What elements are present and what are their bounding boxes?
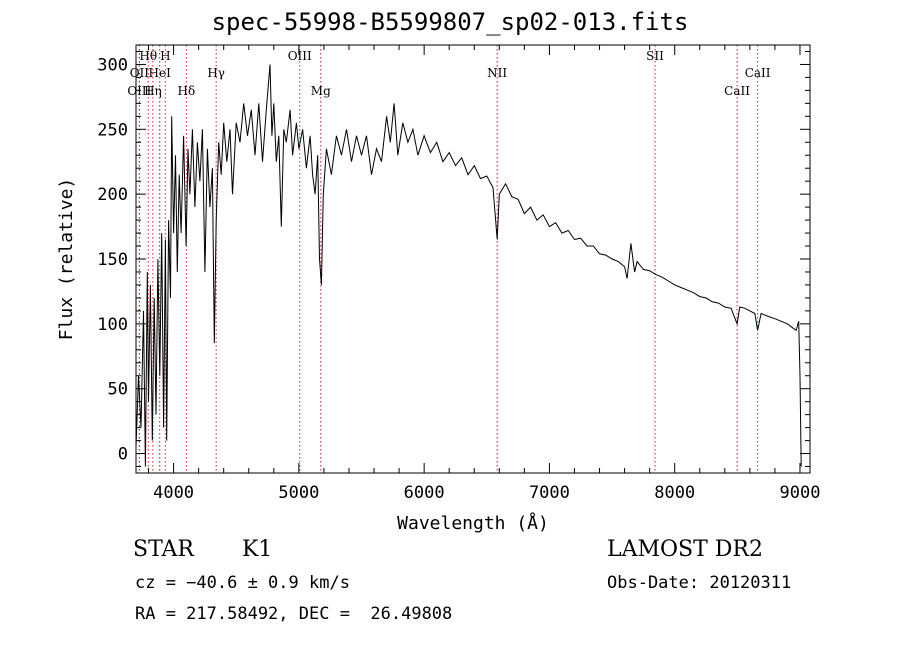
y-tick-label: 250 [97,120,128,140]
spectral-line-label: Hγ [207,66,225,80]
spectral-line-label: OII [130,66,150,80]
x-tick-label: 6000 [404,483,445,503]
object-subclass: K1 [242,537,273,562]
y-axis-label: Flux (relative) [56,178,77,341]
object-class: STAR [133,537,194,562]
spectral-line-markers [138,45,759,473]
plot-axes: 4000 5000 6000 7000 8000 9000 0 50 100 150 200 250 3… [56,44,821,534]
spectral-line-label: HeI [149,66,172,80]
spectrum-line [135,64,802,467]
observation-date: Obs-Date: 20120311 [607,573,792,593]
spectral-line-label: Hδ [178,84,196,98]
plot-frame [135,44,811,474]
spectral-line-label: OIII [127,84,151,98]
y-tick-label: 300 [97,55,128,75]
coordinates: RA = 217.58492, DEC = 26.49808 [135,604,453,624]
x-tick-label: 4000 [153,483,194,503]
x-tick-label: 5000 [278,483,319,503]
y-tick-label: 0 [118,445,128,465]
spectral-line-label: H [160,49,170,63]
survey-name: LAMOST DR2 [607,537,763,562]
spectrum-series [135,64,802,467]
spectral-line-label: CaII [724,84,750,98]
x-axis-label: Wavelength (Å) [397,512,549,534]
x-tick-label: 8000 [654,483,695,503]
y-tick-label: 150 [97,250,128,270]
spectral-line-label: OIII [288,49,312,63]
redshift-velocity: cz = −40.6 ± 0.9 km/s [135,573,350,593]
spectral-line-label: NII [487,66,507,80]
x-tick-label: 7000 [529,483,570,503]
y-tick-label: 50 [108,380,128,400]
y-tick-label: 100 [97,315,128,335]
chart-title: spec-55998-B5599807_sp02-013.fits [211,8,689,36]
spectral-line-label: Hθ [139,49,157,63]
spectral-line-label: Hη [144,84,162,98]
y-tick-label: 200 [97,185,128,205]
spectral-line-label: Mg [311,84,331,98]
x-tick-label: 9000 [780,483,821,503]
spectral-line-label: SII [646,49,664,63]
spectral-line-label: CaII [745,66,771,80]
